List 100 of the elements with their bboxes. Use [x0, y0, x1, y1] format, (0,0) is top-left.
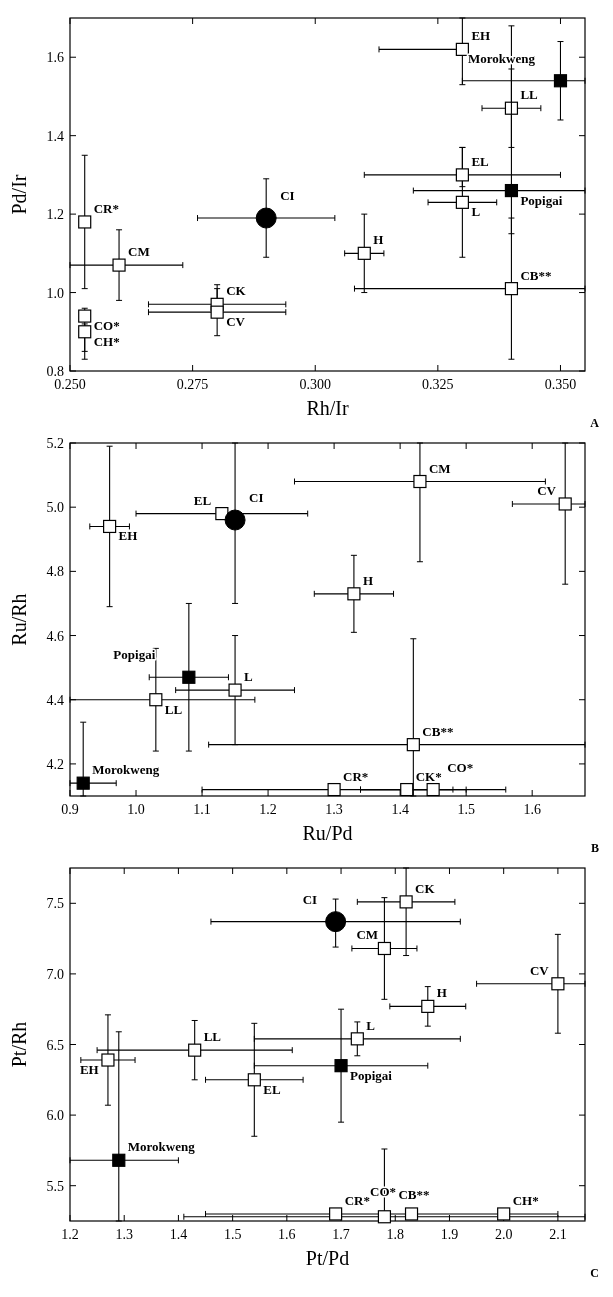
annotation: CH*	[93, 333, 120, 349]
annotation: EL	[193, 492, 212, 508]
annotation: CO*	[93, 318, 120, 334]
point	[228, 683, 242, 697]
y-tick-label: 4.8	[46, 564, 64, 580]
point	[377, 941, 392, 956]
annotation: CI	[302, 891, 318, 907]
x-tick-label: 2.1	[549, 1227, 567, 1242]
point	[347, 587, 361, 601]
x-tick-label: 1.9	[440, 1227, 459, 1242]
annotation: CR*	[93, 200, 119, 216]
point	[327, 782, 341, 797]
point	[224, 509, 246, 531]
annotation: CB**	[398, 1186, 430, 1202]
point	[421, 999, 435, 1013]
point	[247, 1073, 261, 1087]
point	[455, 195, 469, 209]
annotation: CI	[280, 188, 295, 204]
text: B	[590, 841, 599, 855]
x-tick-label: 1.4	[391, 802, 409, 817]
point	[325, 911, 347, 933]
point	[357, 246, 371, 260]
annotation: H	[436, 985, 447, 1001]
annotation: EH	[471, 28, 491, 44]
point	[400, 782, 414, 797]
y-tick-label: 5.5	[46, 1178, 64, 1194]
x-tick-label: 1.3	[325, 802, 343, 817]
point	[182, 670, 196, 684]
annotation: LL	[164, 701, 183, 717]
y-tick-label: 1.6	[46, 50, 64, 66]
annotation: CV	[537, 482, 557, 498]
x-tick-label: 1.5	[223, 1227, 242, 1242]
x-tick-label: 0.9	[61, 802, 79, 817]
x-tick-label: 1.2	[61, 1227, 79, 1242]
x-tick-label: 1.2	[259, 802, 277, 817]
x-axis-title: Ru/Pd	[302, 822, 353, 844]
y-tick-label: 1.2	[46, 207, 64, 223]
y-axis-title: Ru/Rh	[8, 593, 30, 646]
x-tick-label: 0.275	[176, 377, 209, 392]
point	[210, 305, 224, 319]
point	[504, 101, 519, 115]
point	[76, 776, 90, 790]
x-axis-title: Pt/Pd	[305, 1247, 350, 1269]
point	[551, 977, 565, 991]
y-tick-label: 6.5	[46, 1037, 64, 1053]
annotation: H	[362, 572, 374, 588]
annotation: Popigai	[113, 647, 156, 663]
x-tick-label: 1.0	[127, 802, 145, 817]
point	[329, 1207, 343, 1221]
annotation: CV	[529, 962, 550, 978]
x-tick-label: 1.4	[169, 1227, 188, 1242]
point	[455, 42, 469, 56]
y-tick-label: 5.2	[46, 436, 64, 451]
annotation: H	[373, 232, 384, 248]
y-tick-label: 4.4	[46, 692, 64, 708]
annotation: CI	[249, 490, 264, 506]
annotation: EH	[118, 528, 138, 544]
annotation: L	[244, 669, 254, 685]
annotation: CK	[226, 283, 247, 299]
point	[350, 1032, 364, 1046]
x-tick-label: 0.325	[422, 377, 454, 392]
annotation: LL	[203, 1029, 222, 1045]
annotation: Popigai	[520, 192, 563, 208]
annotation: CM	[428, 460, 451, 476]
x-tick-label: 1.8	[386, 1227, 405, 1242]
point	[188, 1043, 202, 1057]
point	[112, 1153, 126, 1167]
x-tick-label: 0.300	[299, 377, 331, 392]
annotation: LL	[520, 87, 539, 103]
point	[334, 1059, 348, 1073]
x-tick-label: 1.7	[332, 1227, 350, 1242]
annotation: CK	[415, 880, 436, 896]
x-tick-label: 1.5	[457, 802, 475, 817]
annotation: Morokweng	[127, 1139, 196, 1155]
annotation: CV	[226, 314, 246, 330]
point	[553, 74, 568, 88]
annotation: CB**	[422, 723, 454, 739]
point	[413, 474, 427, 489]
y-tick-label: 6.0	[46, 1108, 64, 1124]
point	[558, 497, 572, 511]
x-tick-label: 1.3	[115, 1227, 133, 1242]
annotation: L	[366, 1017, 376, 1033]
text: C	[590, 1266, 599, 1280]
annotation: EL	[263, 1081, 281, 1097]
x-tick-label: 1.6	[278, 1227, 296, 1242]
annotation: CR*	[344, 1192, 370, 1208]
annotation: CK*	[415, 768, 442, 784]
y-tick-label: 1.0	[46, 285, 64, 301]
x-tick-label: 1.1	[193, 802, 211, 817]
x-tick-label: 0.250	[54, 377, 86, 392]
y-axis-title: Pt/Rh	[8, 1021, 30, 1068]
annotation: Popigai	[350, 1067, 393, 1083]
point	[404, 1207, 419, 1221]
x-axis-title: Rh/Ir	[306, 397, 349, 419]
annotation: CR*	[343, 768, 369, 784]
annotation: CO*	[447, 759, 474, 775]
point	[504, 282, 519, 296]
point	[399, 895, 413, 909]
point	[101, 1053, 115, 1067]
point	[78, 215, 92, 229]
